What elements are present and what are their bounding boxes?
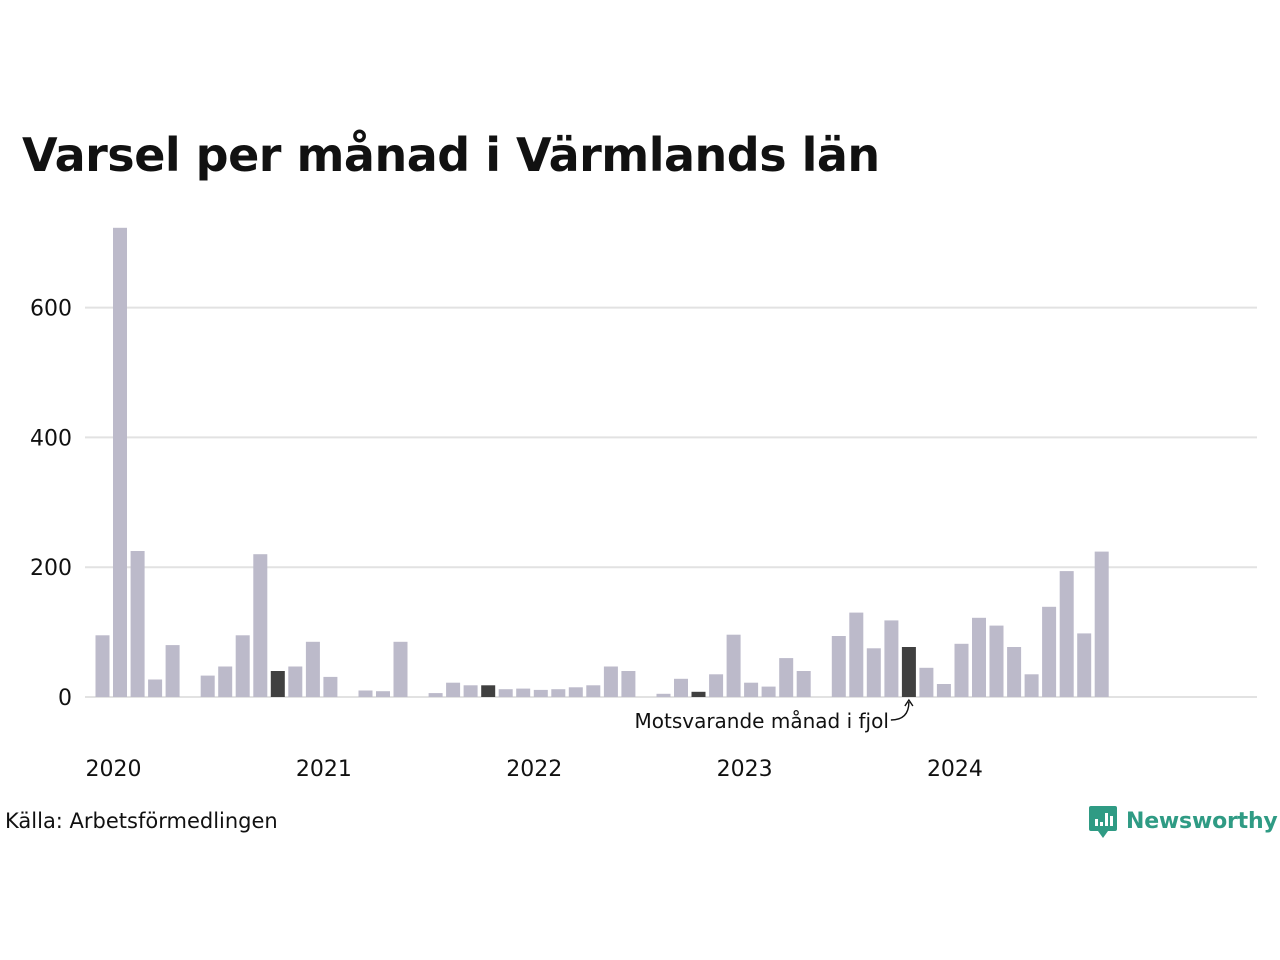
y-tick-label: 400 [30, 426, 72, 451]
bar [376, 691, 390, 697]
x-tick-label: 2023 [717, 757, 773, 782]
bar [446, 682, 461, 697]
y-tick-label: 0 [58, 686, 72, 711]
bar [866, 648, 881, 697]
bar [744, 682, 759, 697]
bar [709, 674, 724, 697]
bar-previous-year [270, 671, 285, 697]
bar [218, 666, 233, 697]
bar [1042, 606, 1057, 697]
axis-labels: 0 200 400 600 2020 2021 2022 2023 2024 [30, 297, 983, 782]
annotation-arrow [890, 701, 910, 721]
bar [288, 666, 303, 697]
bar [726, 634, 741, 697]
bar [323, 676, 338, 697]
bar [603, 666, 618, 697]
x-tick-label: 2021 [296, 757, 352, 782]
bar [1059, 571, 1074, 697]
bar [884, 620, 899, 697]
bar [568, 687, 583, 697]
brand: Newsworthy [1088, 803, 1278, 839]
bar [551, 689, 566, 697]
bar [586, 685, 601, 697]
bar [779, 658, 794, 697]
bar [305, 641, 320, 697]
annotation-label: Motsvarande månad i fjol [634, 709, 888, 733]
bar [1024, 674, 1039, 697]
bar [498, 689, 513, 697]
bar [235, 635, 250, 697]
bar [761, 686, 776, 697]
bar [148, 679, 163, 697]
bar [989, 625, 1004, 697]
x-tick-label: 2020 [86, 757, 142, 782]
bar [516, 688, 531, 697]
bar [954, 643, 969, 697]
bar [165, 645, 180, 697]
bar-previous-year [481, 685, 496, 697]
bar-previous-year [901, 647, 916, 697]
annotations: Motsvarande månad i fjol [634, 698, 914, 733]
bar-chart: 0 200 400 600 2020 2021 2022 2023 2024 Motsvaran… [30, 227, 1257, 782]
x-tick-label: 2024 [927, 757, 983, 782]
bar [358, 690, 373, 697]
bar [1094, 551, 1109, 697]
bar [972, 617, 986, 697]
chart-title: Varsel per månad i Värmlands län [22, 128, 880, 182]
bar [1007, 647, 1022, 697]
bar [393, 641, 408, 697]
bar [113, 227, 127, 698]
bar [621, 671, 636, 697]
bar [200, 675, 215, 697]
bar-previous-year [691, 691, 706, 697]
y-tick-label: 600 [30, 297, 72, 322]
bar [831, 636, 846, 697]
bar [253, 554, 268, 697]
bar [463, 685, 478, 697]
source-note: Källa: Arbetsförmedlingen [5, 809, 278, 833]
bar [130, 551, 145, 697]
bar [796, 671, 811, 697]
y-tick-label: 200 [30, 556, 72, 581]
bar [919, 667, 934, 697]
annotation-arrowhead [904, 698, 914, 707]
bar [1077, 633, 1092, 697]
bar [656, 693, 671, 697]
x-tick-label: 2022 [506, 757, 562, 782]
newsworthy-logo-icon [1089, 806, 1117, 838]
bar [674, 678, 688, 697]
brand-name: Newsworthy [1126, 808, 1278, 834]
bar [428, 693, 443, 697]
bar [936, 684, 951, 697]
bar [849, 612, 864, 697]
bars [95, 227, 1109, 698]
bar [533, 689, 548, 697]
bar [95, 635, 110, 697]
